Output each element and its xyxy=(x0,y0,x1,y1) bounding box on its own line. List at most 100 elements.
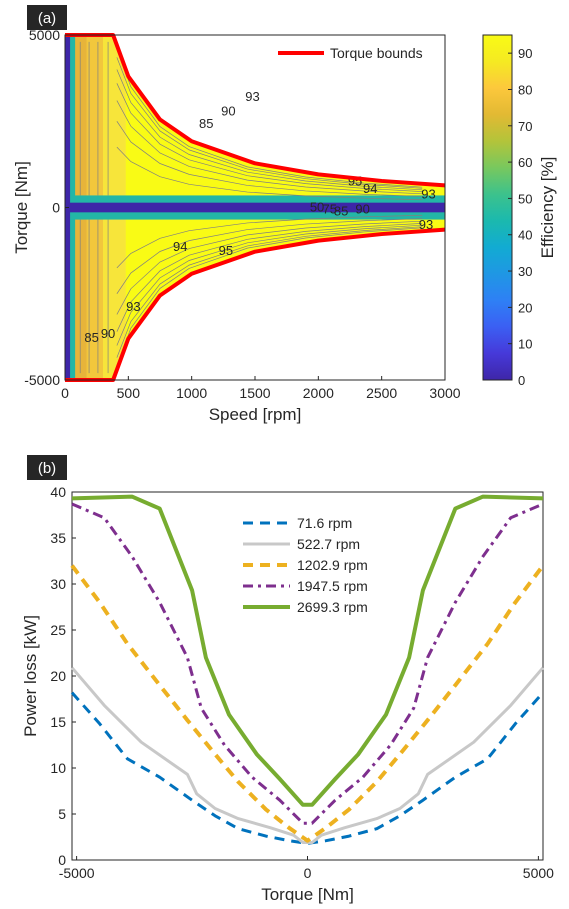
legend-swatch xyxy=(278,51,324,55)
y-tick-label: 25 xyxy=(50,622,66,638)
colorbar-scale xyxy=(482,34,513,381)
colorbar-tick-label: 70 xyxy=(518,119,532,134)
colorbar-tick-label: 60 xyxy=(518,155,532,170)
series-line xyxy=(71,494,544,807)
y-tick-label: 20 xyxy=(50,668,66,684)
contour-line xyxy=(116,227,423,367)
y-tick-label: 0 xyxy=(52,200,60,216)
contour-line xyxy=(116,69,423,191)
x-tick-label: 2000 xyxy=(303,385,334,401)
x-axis-label: Torque [Nm] xyxy=(261,885,354,904)
contour-label: 90 xyxy=(355,202,369,217)
y-tick-label: 40 xyxy=(50,484,66,500)
x-tick-label: 2500 xyxy=(366,385,397,401)
legend-entry: 71.6 rpm xyxy=(297,515,352,531)
y-axis-label: Torque [Nm] xyxy=(12,161,31,254)
legend: 71.6 rpm 522.7 rpm 1202.9 rpm 1947.5 rpm 269… xyxy=(243,515,368,615)
legend-entry: 1202.9 rpm xyxy=(297,557,368,573)
y-tick-label: 5 xyxy=(58,806,66,822)
outside-region xyxy=(113,229,445,380)
x-axis-label: Speed [rpm] xyxy=(209,405,302,424)
efficiency-map xyxy=(65,35,445,380)
x-tick-label: 500 xyxy=(117,385,141,401)
contour-line xyxy=(116,218,423,294)
x-ticks: 0 500 1000 1500 2000 2500 3000 xyxy=(61,376,461,401)
contour-label: 93 xyxy=(421,187,435,202)
contour-line xyxy=(116,48,423,188)
series-line xyxy=(71,502,544,825)
contour-label: 94 xyxy=(363,181,377,196)
torque-bounds-line xyxy=(65,33,446,382)
legend: Torque bounds xyxy=(278,45,423,61)
contour-label: 93 xyxy=(126,299,140,314)
y-tick-label: 0 xyxy=(58,852,66,868)
series-line xyxy=(70,691,545,845)
region-upper xyxy=(65,35,445,208)
legend-entry: 2699.3 rpm xyxy=(297,599,368,615)
y-tick-label: 30 xyxy=(50,576,66,592)
y-tick-label: -5000 xyxy=(24,372,60,388)
y-ticks: 0 5 10 15 20 25 30 35 40 xyxy=(50,484,76,868)
contour-label: 85 xyxy=(84,330,98,345)
contour-label: 90 xyxy=(101,326,115,341)
x-tick-label: 3000 xyxy=(429,385,460,401)
colorbar-tick-label: 20 xyxy=(518,300,532,315)
contour-line xyxy=(116,226,423,358)
legend-entry: Torque bounds xyxy=(330,45,423,61)
contour-label: 85 xyxy=(199,116,213,131)
contour-label: 50 xyxy=(310,199,324,214)
contour-label: 94 xyxy=(173,239,187,254)
contour-label: 95 xyxy=(219,243,233,258)
colorbar-tick-label: 40 xyxy=(518,228,532,243)
colorbar-label: Efficiency [%] xyxy=(538,157,557,259)
series-line xyxy=(70,564,545,843)
colorbar-tick-label: 30 xyxy=(518,264,532,279)
contour-line xyxy=(116,223,423,332)
colorbar-ticks: 0 10 20 30 40 50 60 70 80 90 xyxy=(508,46,532,388)
y-ticks: -5000 0 5000 xyxy=(24,27,69,388)
x-tick-label: -5000 xyxy=(59,865,95,881)
outside-region xyxy=(113,35,445,186)
legend-entry: 1947.5 rpm xyxy=(297,578,368,594)
contour-line xyxy=(116,57,423,189)
contour-label: 85 xyxy=(334,203,348,218)
torque-bound-curve xyxy=(65,227,446,382)
x-tick-label: 1000 xyxy=(176,385,207,401)
panel-label: (b) xyxy=(27,455,67,480)
y-tick-label: 5000 xyxy=(29,27,60,43)
contour-label: 93 xyxy=(419,217,433,232)
contour-line xyxy=(116,100,423,195)
x-ticks: -5000 0 5000 xyxy=(59,856,554,881)
x-tick-label: 5000 xyxy=(523,865,554,881)
contour-label: 75 xyxy=(322,202,336,217)
svg-text:(a): (a) xyxy=(38,10,56,27)
contour-line xyxy=(116,121,423,197)
colorbar-tick-label: 10 xyxy=(518,337,532,352)
torque-bound-curve xyxy=(65,33,446,188)
series-lines xyxy=(70,494,545,845)
y-tick-label: 35 xyxy=(50,530,66,546)
colorbar-tick-label: 80 xyxy=(518,82,532,97)
colorbar: 0 10 20 30 40 50 60 70 80 90 Efficiency [%] xyxy=(482,34,557,388)
contour-line xyxy=(116,146,423,201)
colorbar-tick-label: 90 xyxy=(518,46,532,61)
colorbar-tick-label: 0 xyxy=(518,373,525,388)
x-tick-label: 0 xyxy=(304,865,312,881)
contour-line xyxy=(116,220,423,315)
y-axis-label: Power loss [kW] xyxy=(21,615,40,737)
contour-line xyxy=(116,224,423,346)
x-tick-label: 1500 xyxy=(239,385,270,401)
y-tick-label: 10 xyxy=(50,760,66,776)
y-tick-label: 15 xyxy=(50,714,66,730)
region-lower xyxy=(65,207,445,380)
zero-torque-strip xyxy=(65,202,445,213)
contour-line xyxy=(116,214,423,269)
svg-text:(b): (b) xyxy=(38,460,56,477)
series-line xyxy=(70,666,545,844)
contour-label: 90 xyxy=(221,104,235,119)
legend-entry: 522.7 rpm xyxy=(297,536,360,552)
panel-label: (a) xyxy=(27,5,67,30)
